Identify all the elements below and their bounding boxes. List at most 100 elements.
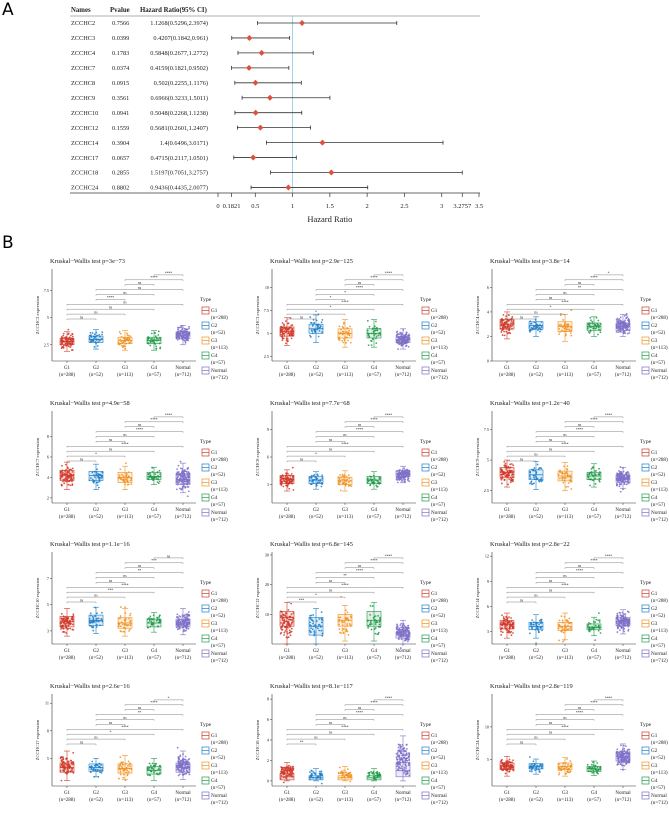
x-tick-count: (n=288) bbox=[499, 656, 515, 661]
data-point bbox=[562, 641, 564, 643]
box bbox=[147, 472, 161, 479]
data-point bbox=[619, 485, 621, 487]
data-point bbox=[400, 759, 402, 761]
data-point bbox=[342, 327, 344, 329]
significance-label: **** bbox=[576, 569, 583, 573]
data-point bbox=[287, 340, 289, 342]
data-point bbox=[291, 473, 293, 475]
significance-label: *** bbox=[299, 598, 305, 602]
legend-count: (n=288) bbox=[651, 456, 668, 463]
x-tick-count: (n=113) bbox=[337, 515, 353, 520]
y-tick-label: 2.5 bbox=[264, 354, 269, 359]
y-tick-label: 2 bbox=[267, 758, 269, 763]
x-tick-label: Normal bbox=[615, 366, 631, 371]
data-point bbox=[152, 763, 154, 765]
data-point bbox=[61, 760, 63, 762]
data-point bbox=[398, 747, 400, 749]
data-point bbox=[127, 774, 129, 776]
data-point bbox=[626, 316, 628, 318]
legend-label: G3 bbox=[651, 338, 658, 344]
data-point bbox=[500, 634, 502, 636]
x-tick-count: (n=712) bbox=[175, 656, 191, 661]
y-tick-label: 2 bbox=[47, 495, 49, 500]
x-tick-label: G3 bbox=[342, 366, 349, 371]
data-point bbox=[512, 481, 514, 483]
x-tick-count: (n=52) bbox=[529, 656, 543, 661]
column-header: Hazard Ratio(95% CI) bbox=[140, 7, 207, 14]
data-point bbox=[67, 333, 69, 335]
y-tick-label: 8 bbox=[47, 434, 49, 439]
data-point bbox=[72, 752, 74, 754]
data-point bbox=[157, 334, 159, 336]
significance-label: **** bbox=[356, 711, 363, 715]
x-tick-label: G2 bbox=[93, 508, 100, 513]
x-tick-label: Normal bbox=[395, 791, 411, 796]
data-point bbox=[405, 639, 407, 641]
legend-count: (n=57) bbox=[431, 642, 445, 649]
legend-label: G3 bbox=[431, 480, 438, 486]
x-tick-count: (n=288) bbox=[279, 798, 295, 803]
row-pvalue: 0.3904 bbox=[112, 140, 130, 147]
data-point bbox=[188, 628, 190, 630]
significance-label: **** bbox=[561, 584, 568, 588]
hr-point bbox=[267, 95, 273, 101]
data-point bbox=[627, 333, 629, 335]
legend-label: G3 bbox=[211, 621, 218, 627]
significance-label: * bbox=[344, 291, 346, 295]
data-point bbox=[620, 491, 622, 493]
significance-label: * bbox=[315, 311, 317, 315]
data-point bbox=[281, 626, 283, 628]
data-point bbox=[179, 488, 181, 490]
data-point bbox=[529, 632, 531, 634]
data-point bbox=[189, 774, 191, 776]
x-tick-label: G2 bbox=[93, 791, 100, 796]
significance-label: **** bbox=[385, 271, 392, 275]
legend-label: G1 bbox=[431, 733, 438, 739]
x-tick-label: Normal bbox=[615, 508, 631, 513]
legend-label: G4 bbox=[651, 636, 658, 642]
legend-count: (n=113) bbox=[651, 344, 668, 351]
data-point bbox=[407, 641, 409, 643]
data-point bbox=[404, 750, 406, 752]
data-point bbox=[122, 761, 124, 763]
x-tick-count: (n=52) bbox=[529, 373, 543, 378]
box bbox=[529, 622, 543, 630]
data-point bbox=[321, 319, 323, 321]
data-point bbox=[177, 326, 179, 328]
data-point bbox=[72, 333, 74, 335]
data-point bbox=[563, 632, 565, 634]
data-point bbox=[565, 486, 567, 488]
data-point bbox=[319, 773, 321, 775]
y-tick-label: 20 bbox=[265, 582, 269, 587]
data-point bbox=[90, 332, 92, 334]
data-point bbox=[538, 631, 540, 633]
data-point bbox=[92, 630, 94, 632]
data-point bbox=[348, 634, 350, 636]
data-point bbox=[348, 485, 350, 487]
legend-label: G1 bbox=[651, 591, 658, 597]
data-point bbox=[69, 484, 71, 486]
legend-label: G1 bbox=[651, 308, 658, 314]
legend-count: (n=57) bbox=[211, 642, 225, 649]
data-point bbox=[509, 758, 511, 760]
data-point bbox=[509, 632, 511, 634]
data-point bbox=[342, 342, 344, 344]
significance-label: **** bbox=[385, 413, 392, 417]
significance-label: **** bbox=[341, 726, 348, 730]
x-tick-count: (n=52) bbox=[529, 515, 543, 520]
data-point bbox=[120, 761, 122, 763]
row-hazard-ratio: 0.4159(0.1821,0.9502) bbox=[150, 65, 208, 72]
data-point bbox=[68, 484, 70, 486]
data-point bbox=[408, 627, 410, 629]
data-point bbox=[502, 631, 504, 633]
data-point bbox=[155, 763, 157, 765]
data-point bbox=[399, 469, 401, 471]
y-tick-label: 7.5 bbox=[44, 288, 49, 293]
x-tick-label: G4 bbox=[371, 366, 378, 371]
x-tick-label: G3 bbox=[562, 508, 569, 513]
y-axis-label: ZCCHC8 expression bbox=[255, 437, 260, 476]
x-tick-label: G1 bbox=[504, 366, 511, 371]
data-point bbox=[318, 336, 320, 338]
